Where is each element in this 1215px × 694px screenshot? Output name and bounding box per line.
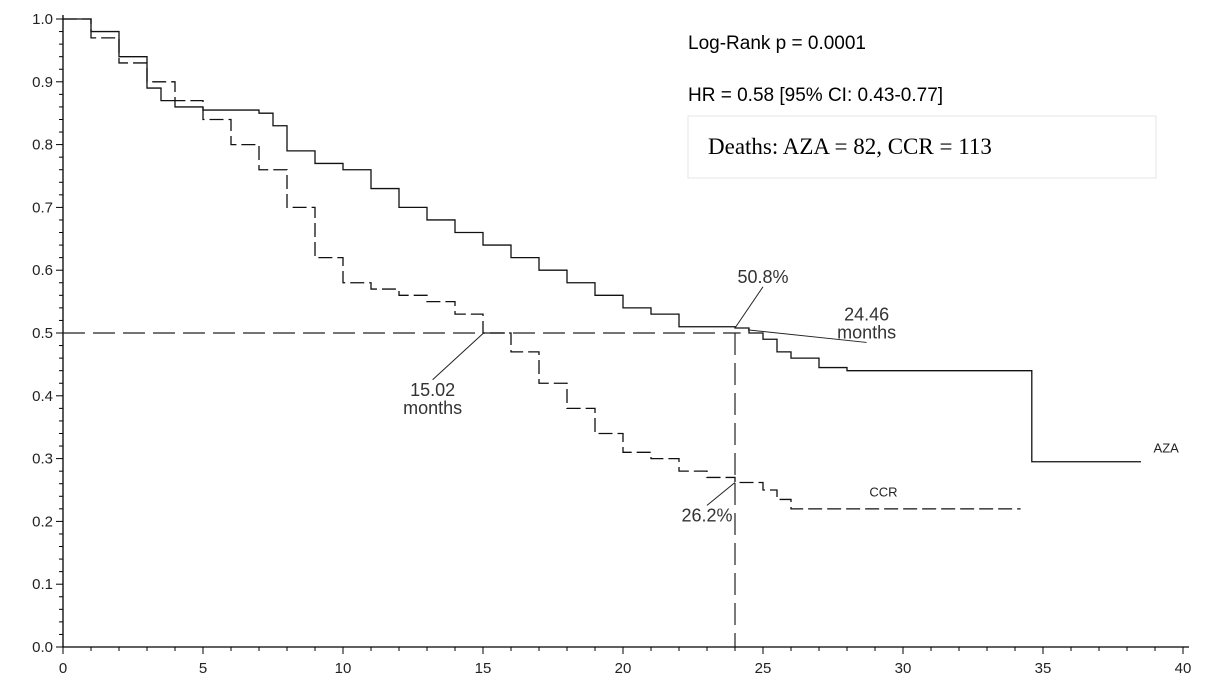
series-label-aza: AZA bbox=[1154, 440, 1180, 455]
annotation-line: 26.2% bbox=[681, 505, 732, 525]
y-tick-label: 0.8 bbox=[32, 137, 53, 154]
annotation-line: 50.8% bbox=[737, 267, 788, 287]
hazard-ratio-text: HR = 0.58 [95% CI: 0.43-0.77] bbox=[688, 85, 943, 106]
annotation-leader bbox=[747, 329, 867, 343]
x-tick-label: 5 bbox=[199, 660, 207, 677]
x-tick-label: 0 bbox=[59, 660, 67, 677]
y-tick-label: 1.0 bbox=[32, 11, 53, 28]
axes: 0 5 10 15 20 25 30 35 40 0.0 0.1 0.2 0.3 0.4 0.5 0.6 0.7… bbox=[32, 11, 1191, 677]
annotation-leader bbox=[706, 482, 736, 506]
x-tick-label: 20 bbox=[615, 660, 632, 677]
x-tick-label: 30 bbox=[895, 660, 912, 677]
annotation-label: 24.46 months bbox=[837, 304, 896, 342]
survival-curves: AZA CCR bbox=[63, 18, 1180, 510]
reference-lines bbox=[63, 332, 741, 647]
annotation-leader bbox=[734, 286, 764, 329]
deaths-text: Deaths: AZA = 82, CCR = 113 bbox=[708, 134, 992, 159]
series-label-ccr: CCR bbox=[869, 484, 897, 499]
annotation-line: 24.46 bbox=[844, 304, 889, 324]
y-tick-label: 0.5 bbox=[32, 325, 53, 342]
log-rank-text: Log-Rank p = 0.0001 bbox=[688, 33, 866, 54]
x-tick-label: 25 bbox=[755, 660, 772, 677]
y-tick-label: 0.3 bbox=[32, 451, 53, 468]
y-tick-label: 0.6 bbox=[32, 262, 53, 279]
x-tick-label: 40 bbox=[1175, 660, 1192, 677]
deaths-box bbox=[687, 115, 1157, 179]
annotation-label: 26.2% bbox=[681, 505, 732, 525]
annotation-label: 50.8% bbox=[737, 267, 788, 287]
annotation-leader bbox=[432, 332, 484, 381]
annotation-label: 15.02 months bbox=[403, 380, 462, 418]
y-tick-label: 0.4 bbox=[32, 388, 53, 405]
annotation-line: months bbox=[403, 398, 462, 418]
y-tick-label: 0.1 bbox=[32, 576, 53, 593]
y-tick-label: 0.2 bbox=[32, 513, 53, 530]
x-tick-label: 10 bbox=[335, 660, 352, 677]
curve-ccr bbox=[63, 18, 1021, 510]
y-tick-label: 0.0 bbox=[32, 639, 53, 656]
y-tick-label: 0.7 bbox=[32, 199, 53, 216]
annotation-line: months bbox=[837, 322, 896, 342]
y-tick-label: 0.9 bbox=[32, 74, 53, 91]
annotation-line: 15.02 bbox=[410, 380, 455, 400]
x-tick-label: 15 bbox=[475, 660, 492, 677]
curve-aza bbox=[63, 18, 1141, 463]
x-tick-label: 35 bbox=[1035, 660, 1052, 677]
